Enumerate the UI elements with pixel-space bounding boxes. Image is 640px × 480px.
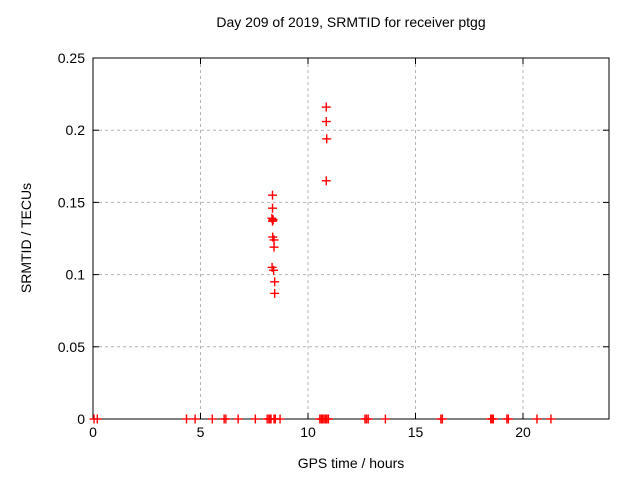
data-point-marker [270,277,280,287]
data-point-marker [275,414,285,424]
data-point-marker [321,176,331,186]
data-point-marker [380,414,390,424]
x-tick-label: 10 [300,424,316,440]
data-point-marker [269,265,279,275]
data-point-marker [268,203,278,213]
data-point-marker [532,414,542,424]
axis-ticks [92,57,609,420]
data-point-marker [323,414,333,424]
data-point-marker [269,242,279,252]
data-point-marker [322,134,332,144]
x-axis-label: GPS time / hours [297,455,405,471]
x-tick-label: 15 [408,424,424,440]
data-point-marker [207,414,217,424]
data-point-marker [363,414,373,424]
y-tick-label: 0.05 [58,339,85,355]
x-tick-label: 5 [197,424,205,440]
plot-border-rect [92,57,610,420]
data-point-marker [437,414,447,424]
tick-labels: 0 5 10 15 20 0 0.05 0.1 0.15 0.2 0.25 [58,50,531,440]
plot-border [92,57,610,420]
data-point-marker [488,414,498,424]
x-tick-label: 0 [89,424,97,440]
y-tick-label: 0 [77,411,85,427]
data-point-marker [546,414,556,424]
data-point-marker [221,414,231,424]
data-point-marker [182,414,192,424]
y-tick-label: 0.2 [66,122,86,138]
gridlines [93,58,609,419]
data-point-marker [321,102,331,112]
chart-title: Day 209 of 2019, SRMTID for receiver ptg… [216,14,486,30]
data-point-marker [92,414,102,424]
y-tick-label: 0.15 [58,194,85,210]
data-point-marker [250,414,260,424]
data-point-marker [503,414,513,424]
x-tick-label: 20 [515,424,531,440]
data-point-marker [233,414,243,424]
y-tick-label: 0.1 [66,267,86,283]
y-tick-label: 0.25 [58,50,85,66]
data-point-marker [190,414,200,424]
data-point-marker [270,288,280,298]
data-point-marker [268,216,278,226]
data-points [89,102,556,424]
data-point-marker [268,190,278,200]
data-point-marker [321,117,331,127]
y-axis-label: SRMTID / TECUs [18,182,34,294]
